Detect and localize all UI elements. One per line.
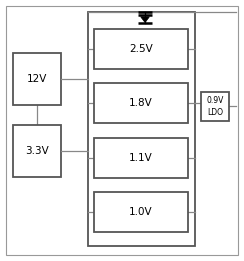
Bar: [13, 53, 61, 105]
Bar: [13, 125, 61, 177]
Text: 1.1V: 1.1V: [129, 153, 153, 163]
Bar: [94, 83, 187, 123]
Text: 1.0V: 1.0V: [129, 207, 152, 217]
Text: 1.8V: 1.8V: [129, 98, 153, 108]
Text: 3.3V: 3.3V: [25, 146, 49, 156]
Text: 12V: 12V: [27, 74, 47, 84]
Bar: [88, 12, 195, 246]
Bar: [94, 29, 187, 69]
Polygon shape: [141, 17, 149, 22]
Bar: [94, 192, 187, 232]
Text: 2.5V: 2.5V: [129, 44, 153, 54]
Text: 0.9V
LDO: 0.9V LDO: [206, 96, 224, 116]
Bar: [201, 92, 229, 121]
Bar: [94, 138, 187, 178]
